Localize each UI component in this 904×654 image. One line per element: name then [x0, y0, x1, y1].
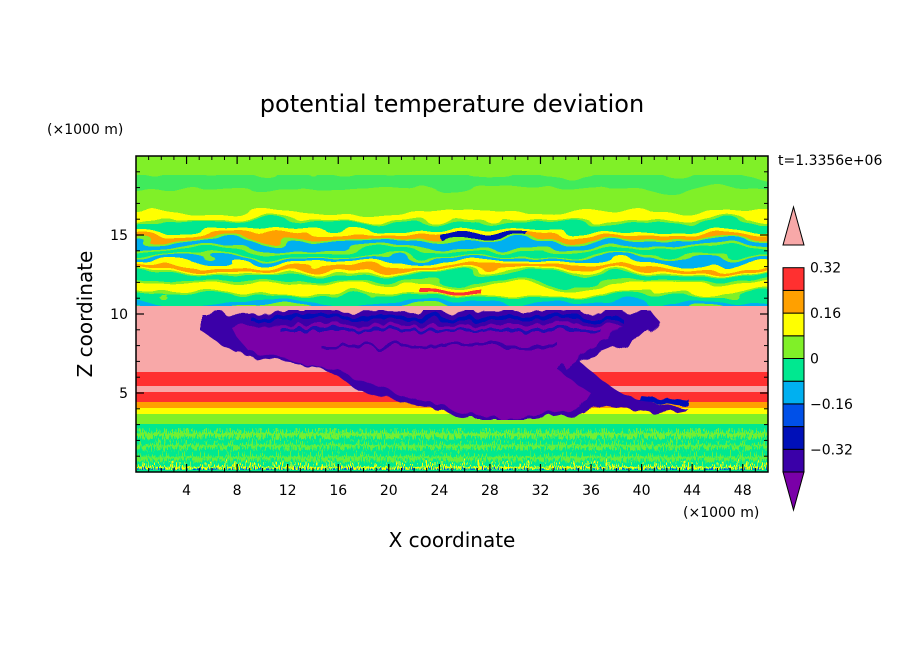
y-axis-label: Z coordinate: [73, 251, 97, 378]
x-tick-label: 16: [329, 483, 347, 499]
colorbar-swatch: [782, 448, 805, 473]
colorbar-swatch: [782, 426, 805, 450]
x-axis-label: X coordinate: [389, 528, 516, 552]
colorbar-label: 0.16: [810, 306, 841, 322]
colorbar-label: −0.32: [810, 442, 853, 458]
x-tick-label: 40: [633, 483, 651, 499]
colorbar-label: 0: [810, 352, 819, 368]
x-tick-label: 24: [430, 483, 448, 499]
colorbar-swatch: [782, 380, 805, 405]
x-tick-label: 32: [532, 483, 550, 499]
y-axis: 5 10 15: [110, 171, 768, 457]
colorbar-swatch: [782, 312, 805, 337]
x-tick-label: 8: [233, 483, 242, 499]
colorbar-label: 0.32: [810, 261, 841, 277]
colorbar-label: −0.16: [810, 397, 853, 413]
x-tick-label: 20: [380, 483, 398, 499]
x-tick-label: 36: [582, 483, 600, 499]
x-tick-label: 12: [279, 483, 297, 499]
colorbar-lower-extension: [782, 471, 805, 512]
x-tick-label: 28: [481, 483, 499, 499]
y-tick-label: 15: [110, 228, 128, 244]
colorbar-upper-extension: [782, 205, 805, 246]
colorbar: 0.32 0.16 0 −0.16 −0.32: [782, 205, 853, 512]
colorbar-swatch: [782, 289, 805, 314]
x-tick-label: 4: [182, 483, 191, 499]
x-tick-label: 48: [734, 483, 752, 499]
y-tick-label: 5: [119, 386, 128, 402]
colorbar-swatch: [782, 335, 805, 359]
colorbar-swatch: [782, 403, 805, 428]
colorbar-swatch: [782, 358, 805, 382]
contour-field: [136, 156, 768, 472]
x-axis: 4 8 12 16 20 24 28 32 36 40 44 48: [148, 156, 756, 499]
colorbar-swatch: [782, 267, 805, 291]
y-unit-label: (×1000 m): [47, 122, 123, 138]
y-tick-label: 10: [110, 307, 128, 323]
chart-title: potential temperature deviation: [260, 90, 644, 118]
x-unit-label: (×1000 m): [683, 505, 759, 521]
time-label: t=1.3356e+06: [778, 153, 882, 169]
x-tick-label: 44: [683, 483, 701, 499]
